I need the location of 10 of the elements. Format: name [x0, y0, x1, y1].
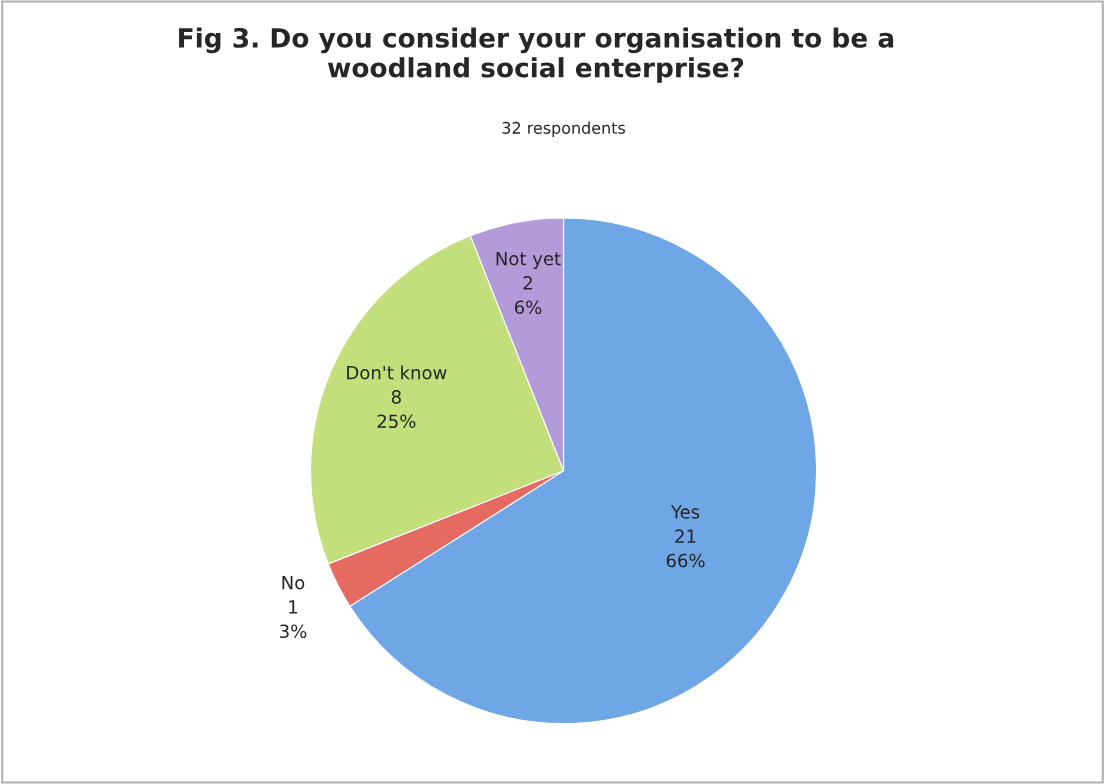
slice-label: Yes [670, 505, 700, 519]
data-label: 1 3% [280, 600, 307, 639]
slice-label: Not yet [496, 252, 561, 269]
slice-label: No [282, 576, 305, 590]
chart-subtitle: 32 respondents [502, 121, 625, 137]
chart-title: Fig 3. Do you consider your organisation to be a woodland social enterprise? [179, 27, 894, 83]
data-label: 8 25% [377, 390, 416, 429]
data-label: 2 6% [514, 276, 542, 315]
slice-label: Don't know [347, 365, 447, 380]
data-label: 21 66% [666, 529, 705, 568]
